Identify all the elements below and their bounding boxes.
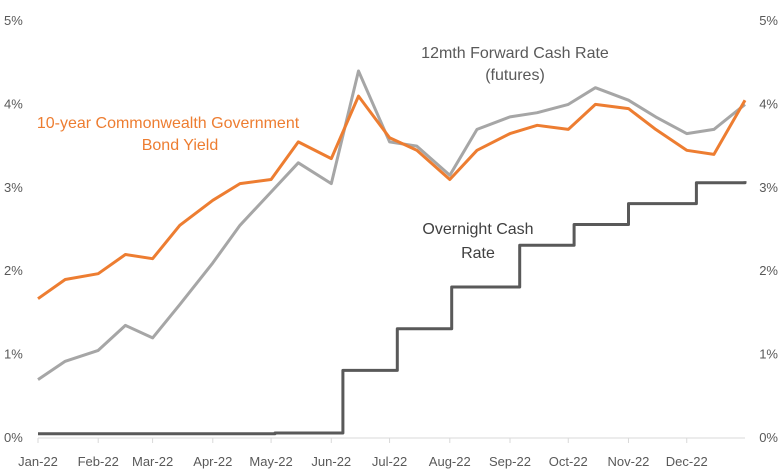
futures-annotation-line2: (futures) <box>485 67 545 84</box>
x-tick-label: Oct-22 <box>549 454 588 469</box>
x-tick-label: May-22 <box>249 454 292 469</box>
y-tick-right: 4% <box>759 96 778 111</box>
cash-annotation-line1: Overnight Cash <box>422 221 533 238</box>
futures-annotation-line1: 12mth Forward Cash Rate <box>421 45 609 62</box>
x-tick-label: Nov-22 <box>608 454 650 469</box>
x-tick-label: Apr-22 <box>193 454 232 469</box>
y-tick-left: 3% <box>4 180 23 195</box>
y-tick-left: 0% <box>4 430 23 445</box>
x-tick-label: Jan-22 <box>18 454 58 469</box>
x-tick-label: Jun-22 <box>311 454 351 469</box>
x-tick-label: Sep-22 <box>489 454 531 469</box>
y-tick-right: 5% <box>759 13 778 28</box>
series-layer <box>37 69 747 436</box>
bond-annotation-line1: 10-year Commonwealth Government <box>37 115 300 132</box>
x-tick-label: Aug-22 <box>429 454 471 469</box>
cash-annotation-line2: Rate <box>461 245 495 262</box>
x-tick-label: Dec-22 <box>666 454 708 469</box>
axes: 0% 0% 1% 1% 2% 2% 3% 3% 4% 4% 5% 5% Jan-22 Feb-22 Mar-… <box>4 13 778 469</box>
x-tick-label: Feb-22 <box>78 454 119 469</box>
y-tick-right: 2% <box>759 263 778 278</box>
x-tick-label: Jul-22 <box>372 454 407 469</box>
y-tick-left: 1% <box>4 347 23 362</box>
y-tick-right: 1% <box>759 347 778 362</box>
cash-series-line <box>38 181 747 436</box>
bond-series-line <box>37 94 747 300</box>
y-tick-left: 5% <box>4 13 23 28</box>
y-tick-left: 2% <box>4 263 23 278</box>
futures-series-line <box>37 69 746 381</box>
y-tick-right: 0% <box>759 430 778 445</box>
x-tick-label: Mar-22 <box>132 454 173 469</box>
y-tick-right: 3% <box>759 180 778 195</box>
y-tick-left: 4% <box>4 96 23 111</box>
bond-annotation-line2: Bond Yield <box>142 137 219 154</box>
